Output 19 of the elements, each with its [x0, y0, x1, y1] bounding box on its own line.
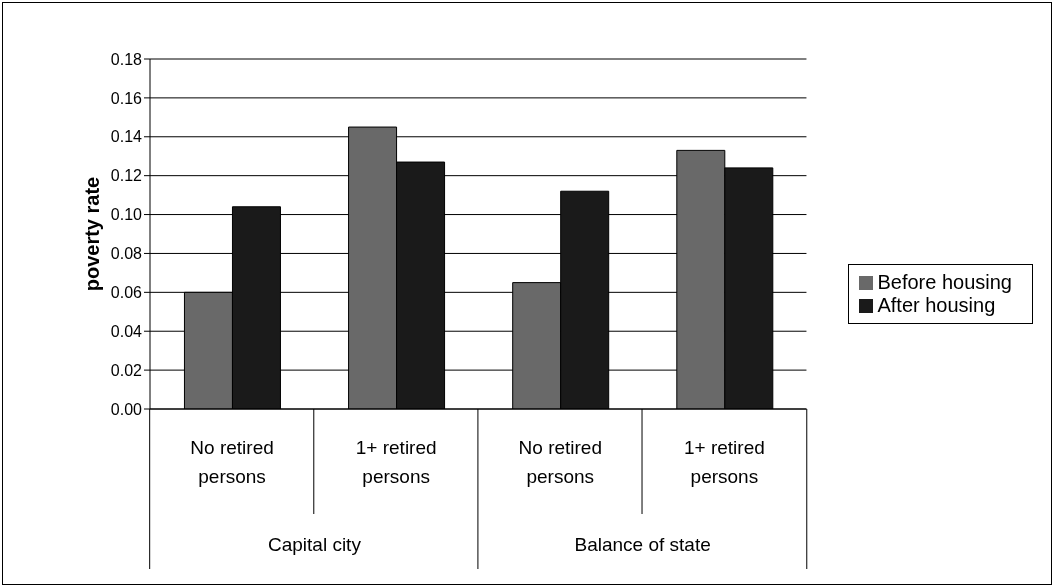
y-tick-label: 0.16 — [110, 89, 143, 107]
text: Capital city — [267, 534, 362, 555]
x-tick-label: 1+ retired persons — [355, 437, 437, 487]
y-tick-label: 0.14 — [110, 128, 143, 146]
x-tick-label: No retired persons — [190, 437, 274, 487]
y-tick-label: 0.18 — [110, 50, 143, 68]
x-tick-label: 1+ retired persons — [684, 437, 765, 487]
y-tick-label: 0.02 — [110, 361, 143, 379]
y-tick-label: 0.00 — [110, 400, 143, 418]
y-tick-label: 0.10 — [110, 206, 143, 224]
text: Balance of state — [574, 534, 711, 555]
legend-label: Before housing — [877, 270, 1012, 293]
legend-label: After housing — [877, 293, 996, 316]
x-tick-label: No retired persons — [518, 437, 602, 487]
y-tick-label: 0.04 — [110, 322, 143, 340]
y-axis-title: poverty rate — [81, 176, 104, 292]
y-tick-label: 0.08 — [110, 245, 143, 263]
y-tick-label: 0.06 — [110, 284, 143, 302]
y-tick-label: 0.12 — [110, 167, 143, 185]
